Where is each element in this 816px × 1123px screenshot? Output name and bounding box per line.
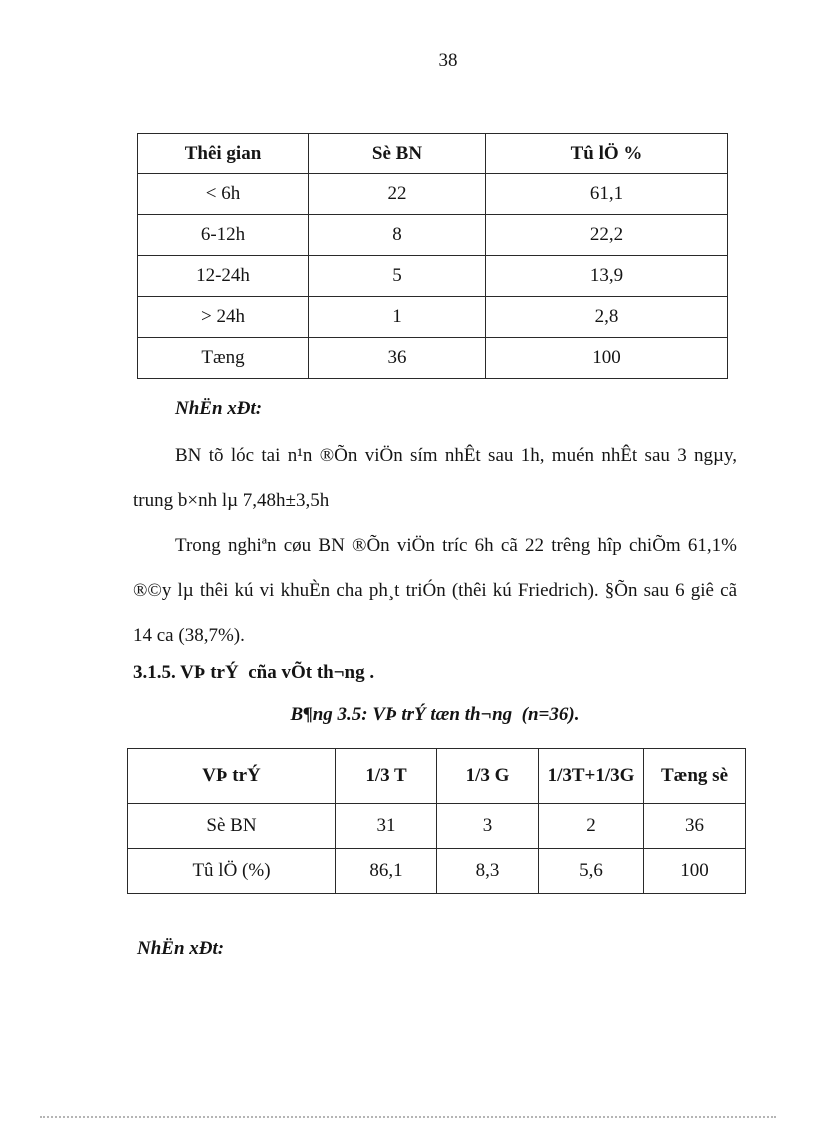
table-cell: 8,3 (436, 848, 539, 894)
table-row: Sè BN 31 3 2 36 (127, 803, 746, 849)
table-cell: 22,2 (485, 214, 728, 256)
table-caption: B¶ng 3.5: VÞ trÝ tæn th¬ng (n=36). (290, 704, 580, 725)
section-heading: 3.1.5. VÞ trÝ cña vÕt th¬ng . (133, 662, 375, 683)
table-header-cell: VÞ trÝ (127, 748, 336, 804)
table-cell: 12-24h (137, 255, 309, 297)
table-cell: 61,1 (485, 173, 728, 215)
table-row-label: Sè BN (127, 803, 336, 849)
table-header-row: Thêi gian Sè BN Tû lÖ % (137, 133, 728, 174)
table-row: > 24h 1 2,8 (137, 296, 728, 338)
paragraph: Trong nghiªn cøu BN ®Õn viÖn tríc 6h cã … (133, 535, 737, 646)
table-header-cell: Tû lÖ % (485, 133, 728, 174)
table-cell: 5 (308, 255, 486, 297)
remark-label: NhËn xÐt: (137, 938, 225, 959)
table-cell: 100 (485, 337, 728, 379)
table-row: < 6h 22 61,1 (137, 173, 728, 215)
table-row: 12-24h 5 13,9 (137, 255, 728, 297)
table-total-row: Tæng 36 100 (137, 337, 728, 379)
paragraph: BN tõ lóc tai n¹n ®Õn viÖn sím nhÊt sau … (133, 445, 737, 511)
table-cell: Tæng (137, 337, 309, 379)
table-cell: < 6h (137, 173, 309, 215)
table-cell: 36 (308, 337, 486, 379)
table-cell: 13,9 (485, 255, 728, 297)
page-number: 38 (438, 50, 458, 71)
table-cell: 8 (308, 214, 486, 256)
table-cell: 3 (436, 803, 539, 849)
table-cell: 2,8 (485, 296, 728, 338)
scan-artifact-dotted-line (40, 1116, 776, 1118)
table-header-cell: Tæng sè (643, 748, 746, 804)
table-row: Tû lÖ (%) 86,1 8,3 5,6 100 (127, 848, 746, 894)
table-cell: 2 (538, 803, 644, 849)
table-header-row: VÞ trÝ 1/3 T 1/3 G 1/3T+1/3G Tæng sè (127, 748, 746, 804)
table-cell: 100 (643, 848, 746, 894)
table-header-cell: Thêi gian (137, 133, 309, 174)
time-to-admission-table: Thêi gian Sè BN Tû lÖ % < 6h 22 61,1 6-1… (137, 133, 728, 379)
table-cell: 86,1 (335, 848, 437, 894)
table-cell: > 24h (137, 296, 309, 338)
table-cell: 5,6 (538, 848, 644, 894)
table-cell: 36 (643, 803, 746, 849)
table-row: 6-12h 8 22,2 (137, 214, 728, 256)
table-cell: 1 (308, 296, 486, 338)
wound-location-table: VÞ trÝ 1/3 T 1/3 G 1/3T+1/3G Tæng sè Sè … (127, 748, 746, 894)
table-cell: 31 (335, 803, 437, 849)
table-header-cell: 1/3 T (335, 748, 437, 804)
remark-label: NhËn xÐt: (175, 398, 263, 419)
table-header-cell: 1/3 G (436, 748, 539, 804)
table-header-cell: 1/3T+1/3G (538, 748, 644, 804)
table-cell: 6-12h (137, 214, 309, 256)
table-cell: 22 (308, 173, 486, 215)
table-header-cell: Sè BN (308, 133, 486, 174)
table-row-label: Tû lÖ (%) (127, 848, 336, 894)
